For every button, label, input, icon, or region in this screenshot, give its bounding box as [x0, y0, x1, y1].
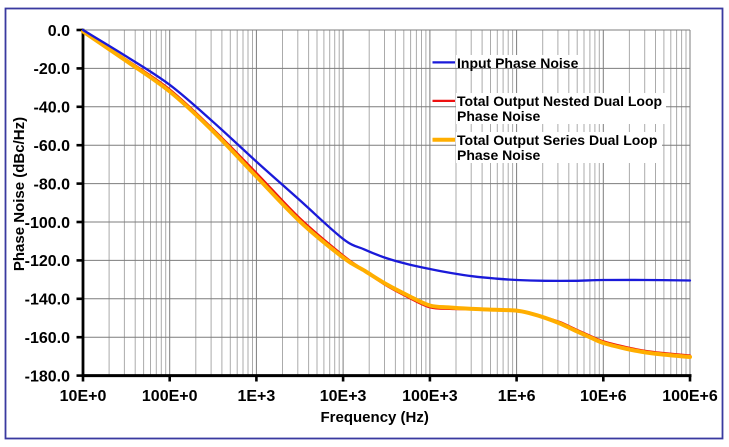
svg-text:-100.0: -100.0 — [25, 215, 70, 232]
svg-text:Frequency (Hz): Frequency (Hz) — [321, 409, 429, 426]
svg-text:-20.0: -20.0 — [34, 61, 71, 78]
svg-text:-60.0: -60.0 — [34, 138, 71, 155]
svg-text:-80.0: -80.0 — [34, 176, 71, 193]
svg-text:10E+3: 10E+3 — [320, 388, 367, 405]
svg-text:Phase Noise (dBc/Hz): Phase Noise (dBc/Hz) — [11, 117, 28, 271]
svg-text:Total Output Series Dual Loop: Total Output Series Dual Loop — [457, 132, 657, 148]
svg-text:-180.0: -180.0 — [25, 368, 70, 385]
svg-text:Input Phase Noise: Input Phase Noise — [457, 55, 579, 71]
svg-text:100E+3: 100E+3 — [402, 388, 458, 405]
svg-text:10E+6: 10E+6 — [580, 388, 627, 405]
svg-text:Phase Noise: Phase Noise — [457, 108, 540, 124]
svg-text:100E+6: 100E+6 — [662, 388, 718, 405]
svg-text:Phase Noise: Phase Noise — [457, 147, 540, 163]
svg-text:-120.0: -120.0 — [25, 253, 70, 270]
svg-text:-160.0: -160.0 — [25, 330, 70, 347]
svg-text:100E+0: 100E+0 — [142, 388, 198, 405]
svg-text:10E+0: 10E+0 — [60, 388, 107, 405]
svg-text:1E+6: 1E+6 — [498, 388, 536, 405]
svg-text:Total Output Nested Dual Loop: Total Output Nested Dual Loop — [457, 93, 662, 109]
svg-text:-40.0: -40.0 — [34, 100, 71, 117]
svg-text:1E+3: 1E+3 — [237, 388, 275, 405]
svg-text:-140.0: -140.0 — [25, 292, 70, 309]
svg-text:0.0: 0.0 — [48, 23, 70, 40]
